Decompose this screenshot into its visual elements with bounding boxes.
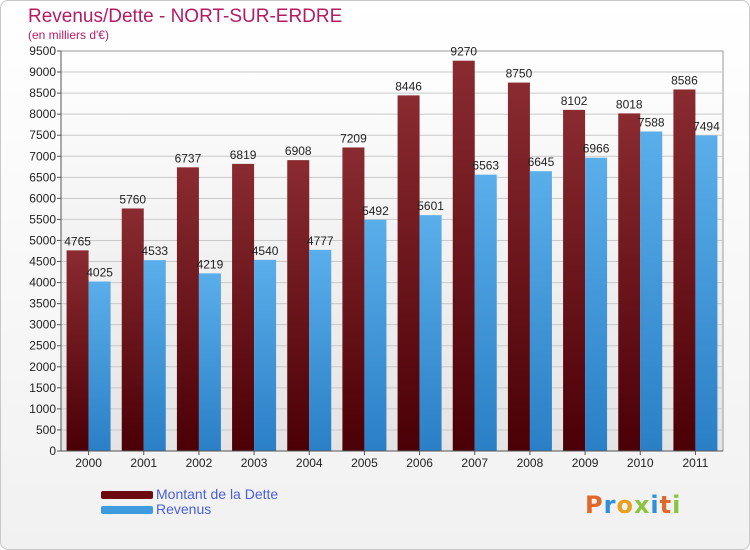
data-label-dette: 7209 [340,131,367,145]
data-label-revenus: 7588 [638,116,665,130]
data-label-dette: 8586 [671,73,698,87]
bar-dette [397,95,420,452]
data-label-revenus: 6966 [583,142,610,156]
y-tick-label: 1500 [29,381,56,395]
bar-revenus [143,260,166,451]
bar-revenus [198,273,221,451]
data-label-dette: 8750 [506,67,533,81]
logo-letter: x [633,491,651,519]
data-label-revenus: 4777 [307,234,334,248]
x-tick-label: 2003 [241,456,268,470]
logo-letter: i [650,491,660,519]
data-label-revenus: 4540 [252,244,279,258]
y-tick-label: 9000 [29,65,56,79]
y-tick-label: 4500 [29,255,56,269]
x-tick-label: 2010 [627,456,654,470]
y-tick-label: 6500 [29,170,56,184]
legend-swatch-revenus [101,506,153,514]
y-tick-label: 4000 [29,276,56,290]
y-tick-label: 8000 [29,107,56,121]
bar-revenus [364,219,387,451]
legend-label-dette: Montant de la Dette [156,486,279,502]
x-tick-label: 2009 [572,456,599,470]
bar-dette [563,109,586,451]
bar-dette [507,82,530,451]
x-tick-label: 2011 [683,456,709,470]
data-label-revenus: 4025 [86,266,113,280]
logo-letter: P [585,491,604,519]
bar-revenus [695,135,718,451]
x-tick-label: 2000 [75,456,102,470]
data-label-revenus: 4533 [141,244,168,258]
y-tick-label: 3000 [29,318,56,332]
y-tick-label: 2500 [29,339,56,353]
logo-letter: o [616,491,634,519]
bar-dette [66,250,89,451]
data-label-revenus: 5601 [417,199,444,213]
bar-revenus [640,131,663,452]
data-label-revenus: 6563 [472,159,499,173]
logo-letter: r [603,491,617,519]
bar-revenus [419,215,442,451]
bar-dette [452,60,475,452]
bar-dette [176,167,199,451]
bar-dette [342,147,365,451]
data-label-dette: 8446 [395,79,422,93]
y-tick-label: 1000 [29,402,56,416]
data-label-revenus: 7494 [693,119,720,133]
bar-dette [287,160,310,451]
x-tick-label: 2002 [186,456,213,470]
bar-dette [121,208,144,451]
y-tick-label: 8500 [29,86,56,100]
y-tick-label: 3500 [29,297,56,311]
data-label-dette: 6737 [175,151,202,165]
y-tick-label: 5000 [29,233,56,247]
bar-revenus [585,157,608,451]
data-label-dette: 6908 [285,144,312,158]
bar-revenus [529,171,552,452]
bar-revenus [88,281,111,451]
x-tick-label: 2001 [130,456,157,470]
logo-letter: t [659,491,673,519]
x-tick-label: 2008 [517,456,544,470]
chart-title: Revenus/Dette - NORT-SUR-ERDRE [28,6,343,27]
data-label-revenus: 5492 [362,204,389,218]
y-tick-label: 9500 [29,44,56,58]
y-tick-label: 0 [49,444,56,458]
data-label-revenus: 6645 [528,155,555,169]
y-tick-label: 2000 [29,360,56,374]
y-tick-label: 6000 [29,191,56,205]
legend-swatch-dette [101,491,153,499]
data-label-revenus: 4219 [197,257,224,271]
bar-revenus [254,259,277,451]
y-tick-label: 5500 [29,212,56,226]
bar-dette [232,163,255,451]
y-tick-label: 7500 [29,128,56,142]
x-tick-label: 2007 [461,456,488,470]
proxiti-logo: Proxiti [585,491,681,519]
x-tick-label: 2005 [351,456,378,470]
bar-revenus [474,174,497,452]
bar-revenus [309,249,332,451]
bar-dette [618,113,641,452]
x-tick-label: 2006 [406,456,433,470]
chart-subtitle: (en milliers d'€) [28,28,109,42]
bar-dette [673,89,696,452]
data-label-dette: 6819 [230,148,257,162]
y-tick-label: 7000 [29,149,56,163]
legend-label-revenus: Revenus [156,501,212,517]
x-tick-label: 2004 [296,456,323,470]
data-label-dette: 4765 [64,234,91,248]
plot-area [60,50,724,452]
data-label-dette: 9270 [450,45,477,59]
data-label-dette: 8102 [561,94,588,108]
y-tick-label: 500 [36,423,56,437]
logo-letter: i [672,491,682,519]
data-label-dette: 8018 [616,97,643,111]
data-label-dette: 5760 [119,192,146,206]
